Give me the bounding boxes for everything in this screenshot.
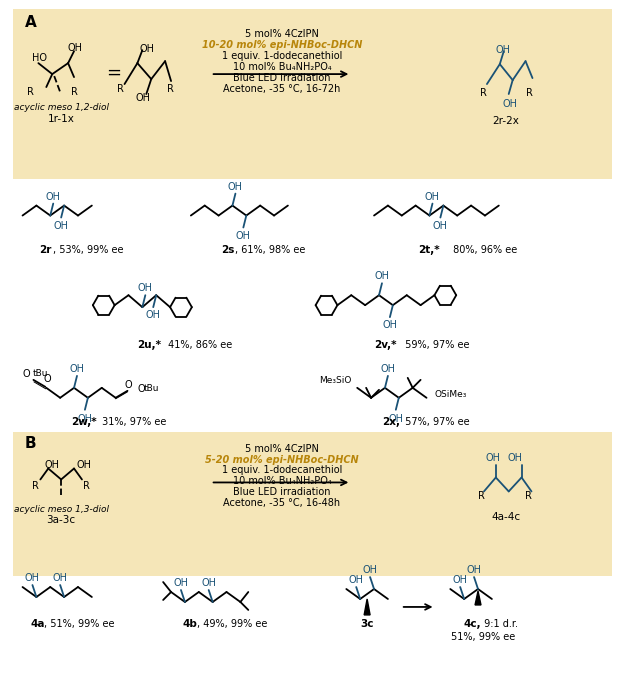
Text: OH: OH [25, 573, 40, 583]
Text: R: R [526, 88, 533, 98]
Text: OH: OH [388, 414, 403, 424]
Text: 5-20 mol% epi-NHBoc-DHCN: 5-20 mol% epi-NHBoc-DHCN [205, 455, 359, 464]
Text: OH: OH [349, 575, 364, 585]
Text: 2v,*: 2v,* [374, 340, 397, 350]
Text: OH: OH [381, 364, 396, 374]
Text: 1r-1x: 1r-1x [48, 114, 75, 124]
Text: Acetone, -35 °C, 16-72h: Acetone, -35 °C, 16-72h [224, 84, 341, 94]
Text: 2u,*: 2u,* [137, 340, 161, 350]
Text: 2r-2x: 2r-2x [492, 116, 519, 126]
Text: 1 equiv. 1-dodecanethiol: 1 equiv. 1-dodecanethiol [222, 466, 342, 475]
Text: 4a-4c: 4a-4c [491, 512, 520, 522]
Text: , 51%, 99% ee: , 51%, 99% ee [44, 619, 115, 629]
Text: , 49%, 99% ee: , 49%, 99% ee [197, 619, 267, 629]
Text: OH: OH [496, 45, 510, 55]
Bar [12, 10, 612, 179]
Text: 3c: 3c [360, 619, 374, 629]
Text: , 53%, 99% ee: , 53%, 99% ee [53, 246, 124, 255]
Text: OH: OH [502, 99, 517, 109]
Text: OH: OH [67, 43, 82, 53]
Text: OH: OH [46, 192, 61, 201]
Text: 41%, 86% ee: 41%, 86% ee [165, 340, 232, 350]
Text: OH: OH [173, 578, 188, 588]
Text: O: O [125, 380, 132, 390]
Text: 2s: 2s [222, 246, 235, 255]
Text: OH: OH [76, 459, 91, 470]
Text: O: O [137, 384, 145, 394]
Text: 51%, 99% ee: 51%, 99% ee [451, 632, 515, 641]
Text: OSiMe₃: OSiMe₃ [435, 390, 467, 399]
Text: tBu: tBu [32, 370, 48, 379]
Text: tBu: tBu [143, 384, 159, 393]
Text: OH: OH [53, 573, 68, 583]
Text: Me₃SiO: Me₃SiO [320, 376, 352, 385]
Text: R: R [32, 482, 39, 491]
Text: OH: OH [45, 459, 60, 470]
Text: 10 mol% Bu₄NH₂PO₄: 10 mol% Bu₄NH₂PO₄ [233, 477, 332, 486]
Text: O: O [43, 374, 51, 384]
Text: OH: OH [383, 320, 397, 330]
Text: A: A [24, 15, 36, 30]
Text: OH: OH [374, 271, 389, 281]
Text: 2r: 2r [39, 246, 52, 255]
Polygon shape [475, 591, 481, 605]
Text: 4b: 4b [183, 619, 198, 629]
Text: 9:1 d.r.: 9:1 d.r. [481, 619, 518, 629]
Text: 2t,*: 2t,* [419, 246, 440, 255]
Text: OH: OH [363, 565, 378, 575]
Text: , 61%, 98% ee: , 61%, 98% ee [235, 246, 306, 255]
Text: 5 mol% 4CzIPN: 5 mol% 4CzIPN [245, 29, 319, 39]
Text: Blue LED irradiation: Blue LED irradiation [233, 73, 331, 83]
Text: R: R [525, 491, 532, 502]
Bar [12, 432, 612, 576]
Text: O: O [23, 369, 30, 379]
Text: 10-20 mol% epi-NHBoc-DHCN: 10-20 mol% epi-NHBoc-DHCN [202, 40, 362, 51]
Text: R: R [27, 87, 34, 97]
Text: 5 mol% 4CzIPN: 5 mol% 4CzIPN [245, 444, 319, 453]
Text: OH: OH [201, 578, 216, 588]
Text: 2w,*: 2w,* [71, 417, 97, 427]
Text: 1 equiv. 1-dodecanethiol: 1 equiv. 1-dodecanethiol [222, 51, 342, 61]
Text: 2x,: 2x, [382, 417, 400, 427]
Text: R: R [166, 84, 173, 94]
Text: 57%, 97% ee: 57%, 97% ee [402, 417, 469, 427]
Text: OH: OH [146, 310, 161, 320]
Text: 80%, 96% ee: 80%, 96% ee [450, 246, 517, 255]
Text: Acetone, -35 °C, 16-48h: Acetone, -35 °C, 16-48h [224, 498, 340, 509]
Text: HO: HO [32, 53, 47, 63]
Text: OH: OH [486, 453, 501, 462]
Text: OH: OH [236, 231, 251, 242]
Text: Blue LED irradiation: Blue LED irradiation [233, 487, 331, 498]
Text: OH: OH [425, 192, 440, 201]
Text: 59%, 97% ee: 59%, 97% ee [402, 340, 469, 350]
Text: 3a-3c: 3a-3c [47, 516, 76, 525]
Text: OH: OH [453, 575, 468, 585]
Text: R: R [117, 84, 124, 94]
Text: acyclic meso 1,2-diol: acyclic meso 1,2-diol [14, 104, 109, 113]
Text: R: R [83, 482, 90, 491]
Text: OH: OH [228, 181, 243, 192]
Text: OH: OH [507, 453, 522, 462]
Text: acyclic meso 1,3-diol: acyclic meso 1,3-diol [14, 505, 109, 514]
Text: OH: OH [433, 221, 448, 232]
Text: R: R [478, 491, 484, 502]
Text: 4a: 4a [30, 619, 45, 629]
Text: B: B [24, 436, 36, 451]
Polygon shape [364, 599, 370, 615]
Text: R: R [479, 88, 486, 98]
Text: 10 mol% Bu₄NH₂PO₄: 10 mol% Bu₄NH₂PO₄ [233, 62, 332, 72]
Text: 31%, 97% ee: 31%, 97% ee [99, 417, 166, 427]
Text: OH: OH [70, 364, 84, 374]
Text: =: = [106, 64, 121, 82]
Text: R: R [71, 87, 78, 97]
Text: OH: OH [138, 283, 153, 293]
Text: 4c,: 4c, [463, 619, 481, 629]
Text: OH: OH [140, 44, 155, 54]
Text: OH: OH [78, 414, 93, 424]
Text: OH: OH [136, 93, 151, 103]
Text: OH: OH [53, 221, 69, 232]
Text: OH: OH [466, 565, 481, 575]
